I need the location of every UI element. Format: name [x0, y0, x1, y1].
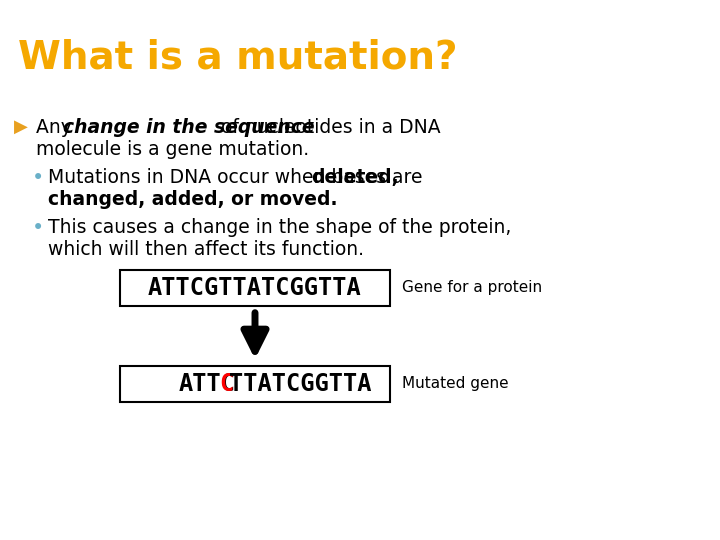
Text: •: •	[32, 168, 44, 188]
Text: What is a mutation?: What is a mutation?	[18, 39, 457, 77]
Text: of nucleotides in a DNA: of nucleotides in a DNA	[215, 118, 441, 137]
Text: molecule is a gene mutation.: molecule is a gene mutation.	[36, 140, 309, 159]
Text: C: C	[220, 372, 233, 396]
Text: ▶: ▶	[14, 118, 28, 136]
Text: Gene for a protein: Gene for a protein	[402, 280, 542, 295]
Text: •: •	[32, 218, 44, 238]
Text: Mutations in DNA occur when bases are: Mutations in DNA occur when bases are	[48, 168, 428, 187]
Bar	[120, 270, 390, 306]
Text: Any: Any	[36, 118, 78, 137]
Text: ATTC: ATTC	[179, 372, 235, 396]
Text: which will then affect its function.: which will then affect its function.	[48, 240, 364, 259]
Bar	[120, 366, 390, 402]
Text: change in the sequence: change in the sequence	[63, 118, 315, 137]
Text: deleted,: deleted,	[311, 168, 399, 187]
Text: Mutated gene: Mutated gene	[402, 376, 508, 392]
Text: changed, added, or moved.: changed, added, or moved.	[48, 190, 338, 209]
Text: This causes a change in the shape of the protein,: This causes a change in the shape of the…	[48, 218, 511, 237]
Text: TTATCGGTTA: TTATCGGTTA	[230, 372, 372, 396]
Text: ATTCGTTATCGGTTA: ATTCGTTATCGGTTA	[148, 276, 362, 300]
